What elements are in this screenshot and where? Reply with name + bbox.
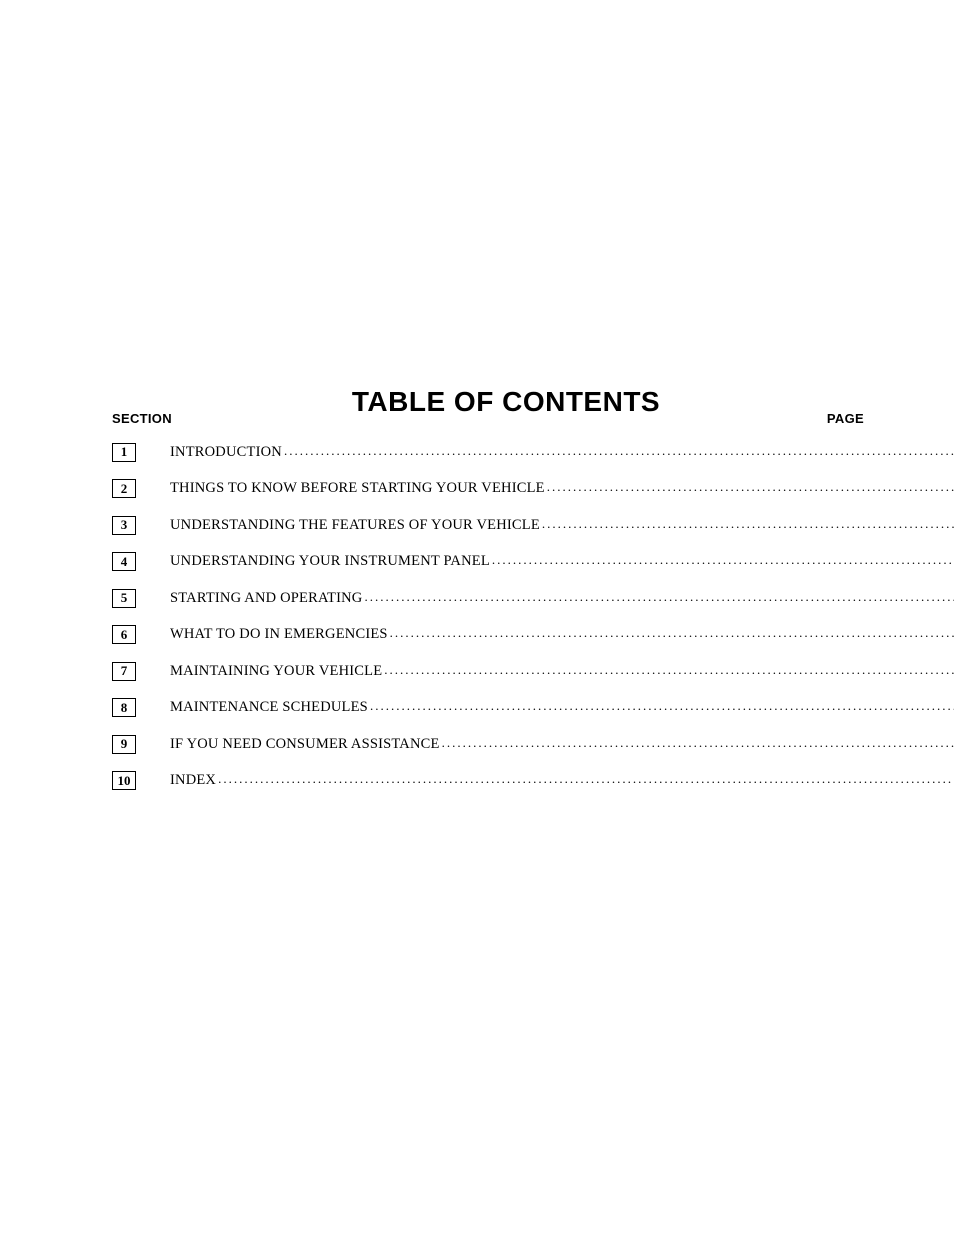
toc-entry-title: MAINTAINING YOUR VEHICLE: [170, 663, 382, 680]
toc-row: 7MAINTAINING YOUR VEHICLE ..............…: [112, 653, 900, 690]
section-number-box: 7: [112, 662, 136, 681]
section-number-box: 3: [112, 516, 136, 535]
toc-row: 4UNDERSTANDING YOUR INSTRUMENT PANEL ...…: [112, 544, 900, 581]
toc-row: 8MAINTENANCE SCHEDULES .................…: [112, 690, 900, 727]
toc-row: 5STARTING AND OPERATING ................…: [112, 580, 900, 617]
toc-leader-dots: ........................................…: [370, 698, 954, 714]
toc-entry-title: THINGS TO KNOW BEFORE STARTING YOUR VEHI…: [170, 480, 545, 497]
section-number-box: 1: [112, 443, 136, 462]
toc-leader-dots: ........................................…: [442, 735, 954, 751]
page: SECTION TABLE OF CONTENTS PAGE 1 INTRODUC…: [0, 0, 954, 1235]
toc-row: 10INDEX ................................…: [112, 763, 900, 800]
toc-leader-dots: ........................................…: [218, 771, 954, 787]
toc-entry[interactable]: MAINTENANCE SCHEDULES ..................…: [170, 699, 954, 716]
toc-row: 2 THINGS TO KNOW BEFORE STARTING YOUR VEH…: [112, 471, 900, 508]
toc-rows: 1INTRODUCTION ..........................…: [112, 434, 900, 799]
toc-leader-dots: ........................................…: [390, 625, 954, 641]
toc-entry[interactable]: UNDERSTANDING YOUR INSTRUMENT PANEL ....…: [170, 553, 954, 570]
toc-entry-title: INDEX: [170, 772, 216, 789]
section-number-box: 5: [112, 589, 136, 608]
toc-leader-dots: ........................................…: [542, 516, 954, 532]
toc-entry[interactable]: MAINTAINING YOUR VEHICLE ...............…: [170, 663, 954, 680]
page-title: TABLE OF CONTENTS: [112, 386, 900, 418]
toc-leader-dots: ........................................…: [547, 479, 954, 495]
page-column-label: PAGE: [827, 411, 864, 426]
toc-entry[interactable]: IF YOU NEED CONSUMER ASSISTANCE ........…: [170, 736, 954, 753]
toc-entry[interactable]: INDEX ..................................…: [170, 772, 954, 789]
section-number-box: 2: [112, 479, 136, 498]
toc-content: SECTION TABLE OF CONTENTS PAGE 1 INTRODUC…: [112, 388, 900, 799]
section-number-box: 4: [112, 552, 136, 571]
toc-row: 6WHAT TO DO IN EMERGENCIES .............…: [112, 617, 900, 654]
section-number-box: 8: [112, 698, 136, 717]
toc-entry-title: STARTING AND OPERATING: [170, 590, 362, 607]
toc-leader-dots: ........................................…: [364, 589, 954, 605]
toc-entry[interactable]: INTRODUCTION ...........................…: [170, 444, 954, 461]
toc-header-row: SECTION TABLE OF CONTENTS PAGE: [112, 388, 900, 428]
section-number-box: 6: [112, 625, 136, 644]
toc-entry-title: INTRODUCTION: [170, 444, 282, 461]
toc-entry-title: UNDERSTANDING YOUR INSTRUMENT PANEL: [170, 553, 490, 570]
toc-leader-dots: ........................................…: [492, 552, 954, 568]
toc-row: 1INTRODUCTION ..........................…: [112, 434, 900, 471]
toc-leader-dots: ........................................…: [284, 443, 954, 459]
toc-leader-dots: ........................................…: [384, 662, 954, 678]
toc-row: 9IF YOU NEED CONSUMER ASSISTANCE .......…: [112, 726, 900, 763]
toc-entry-title: MAINTENANCE SCHEDULES: [170, 699, 368, 716]
toc-entry[interactable]: THINGS TO KNOW BEFORE STARTING YOUR VEHI…: [170, 480, 954, 497]
section-number-box: 9: [112, 735, 136, 754]
toc-entry[interactable]: STARTING AND OPERATING .................…: [170, 590, 954, 607]
toc-entry[interactable]: WHAT TO DO IN EMERGENCIES ..............…: [170, 626, 954, 643]
toc-entry-title: WHAT TO DO IN EMERGENCIES: [170, 626, 388, 643]
toc-entry[interactable]: UNDERSTANDING THE FEATURES OF YOUR VEHIC…: [170, 517, 954, 534]
toc-entry-title: IF YOU NEED CONSUMER ASSISTANCE: [170, 736, 440, 753]
section-number-box: 10: [112, 771, 136, 790]
toc-row: 3 UNDERSTANDING THE FEATURES OF YOUR VEHI…: [112, 507, 900, 544]
toc-entry-title: UNDERSTANDING THE FEATURES OF YOUR VEHIC…: [170, 517, 540, 534]
